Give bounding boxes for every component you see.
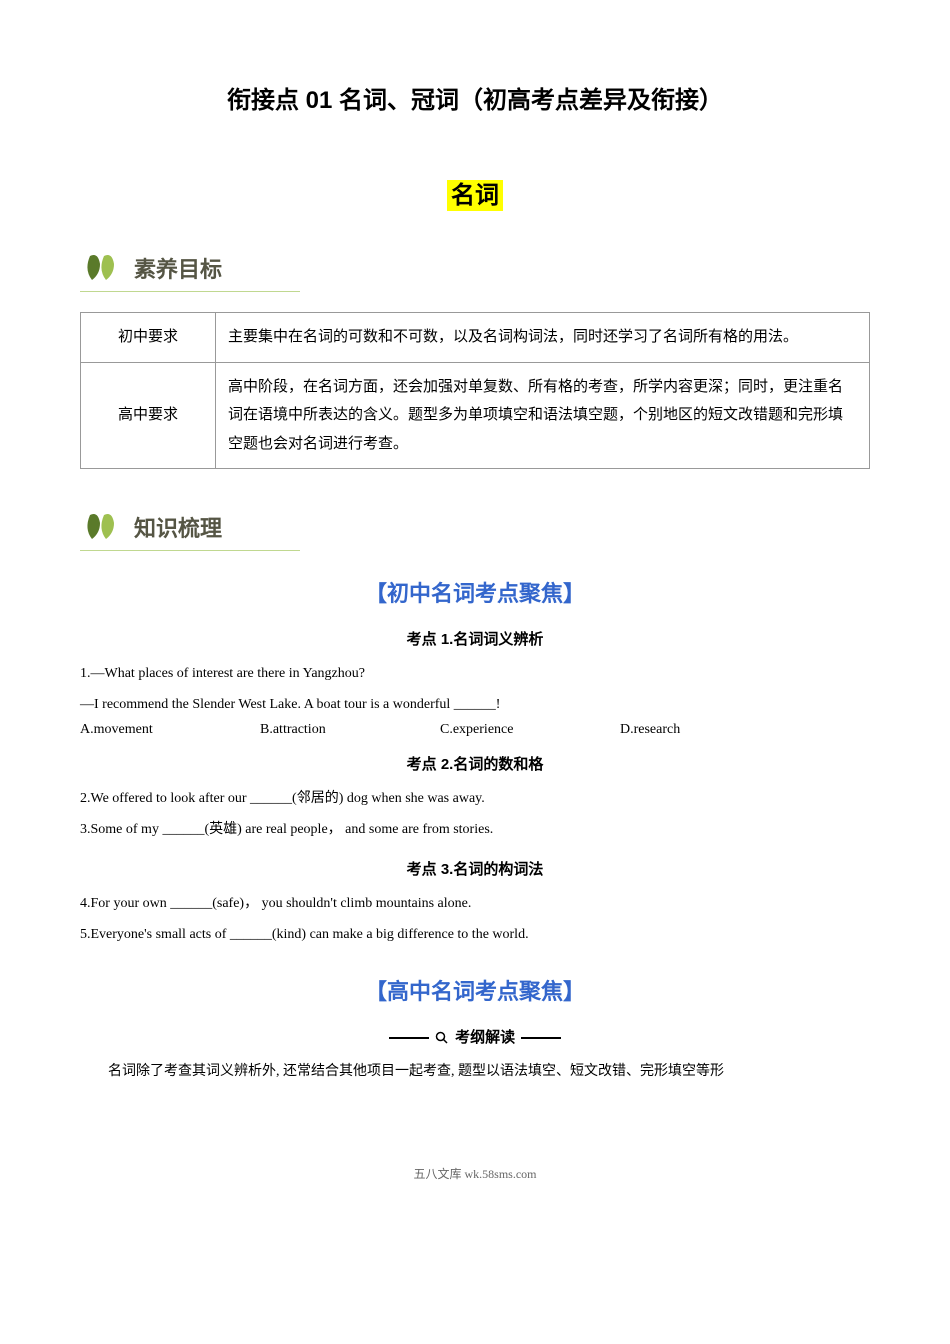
leaf-icon (80, 509, 124, 545)
option-a: A.movement (80, 722, 260, 738)
page-title: 衔接点 01 名词、冠词（初高考点差异及衔接） (80, 80, 870, 115)
question-line: 4.For your own ______(safe)， you shouldn… (80, 891, 870, 918)
requirements-table: 初中要求 主要集中在名词的可数和不可数，以及名词构词法，同时还学习了名词所有格的… (80, 312, 870, 469)
point-title-1: 考点 1.名词词义辨析 (80, 628, 870, 649)
divider-line (521, 1037, 561, 1039)
outline-header: 考纲解读 (80, 1026, 870, 1047)
table-cell: 主要集中在名词的可数和不可数，以及名词构词法，同时还学习了名词所有格的用法。 (216, 313, 870, 363)
focus-title-1: 【初中名词考点聚焦】 (80, 576, 870, 608)
question-line: 3.Some of my ______(英雄) are real people，… (80, 817, 870, 844)
options-row: A.movement B.attraction C.experience D.r… (80, 722, 870, 738)
magnifier-icon (435, 1031, 449, 1045)
option-c: C.experience (440, 722, 620, 738)
question-line: 1.—What places of interest are there in … (80, 661, 870, 688)
point-title-2: 考点 2.名词的数和格 (80, 753, 870, 774)
question-line: —I recommend the Slender West Lake. A bo… (80, 692, 870, 719)
table-label: 初中要求 (81, 313, 216, 363)
outline-paragraph: 名词除了考查其词义辨析外, 还常结合其他项目一起考查, 题型以语法填空、短文改错… (80, 1059, 870, 1086)
option-b: B.attraction (260, 722, 440, 738)
section-zhishi: 知识梳理 (80, 509, 300, 551)
table-label: 高中要求 (81, 362, 216, 469)
section-suyang-text: 素养目标 (134, 252, 222, 284)
leaf-icon (80, 250, 124, 286)
highlight-wrap: 名词 (80, 175, 870, 210)
section-suyang: 素养目标 (80, 250, 300, 292)
outline-label: 考纲解读 (455, 1029, 515, 1046)
divider-line (389, 1037, 429, 1039)
section-zhishi-text: 知识梳理 (134, 511, 222, 543)
highlight-text: 名词 (447, 180, 503, 211)
table-cell: 高中阶段，在名词方面，还会加强对单复数、所有格的考查，所学内容更深；同时，更注重… (216, 362, 870, 469)
focus-title-2: 【高中名词考点聚焦】 (80, 974, 870, 1006)
footer-text: 五八文库 wk.58sms.com (80, 1165, 870, 1182)
table-row: 高中要求 高中阶段，在名词方面，还会加强对单复数、所有格的考查，所学内容更深；同… (81, 362, 870, 469)
point-title-3: 考点 3.名词的构词法 (80, 858, 870, 879)
table-row: 初中要求 主要集中在名词的可数和不可数，以及名词构词法，同时还学习了名词所有格的… (81, 313, 870, 363)
option-d: D.research (620, 722, 800, 738)
question-line: 2.We offered to look after our ______(邻居… (80, 786, 870, 813)
question-line: 5.Everyone's small acts of ______(kind) … (80, 922, 870, 949)
